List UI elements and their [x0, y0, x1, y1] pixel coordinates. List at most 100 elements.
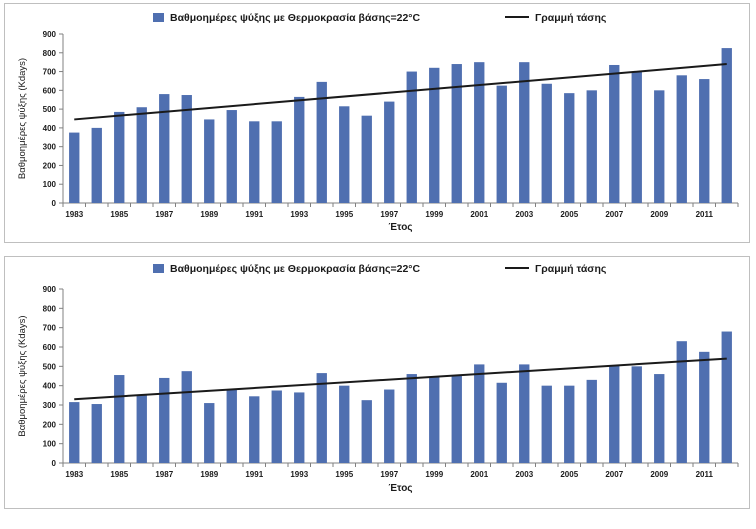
bar-1995 [339, 385, 350, 463]
bar-1987 [159, 94, 170, 203]
x-tick-label: 1985 [110, 210, 128, 219]
y-axis-title: Βαθμοημέρες ψύξης (Kdays) [17, 315, 28, 436]
bar-2002 [496, 382, 507, 463]
bar-1999 [429, 376, 440, 463]
bar-2003 [519, 62, 530, 203]
x-tick-label: 1997 [380, 470, 398, 479]
x-tick-label: 1991 [245, 470, 263, 479]
legend-bar-swatch [153, 264, 164, 273]
bar-1997 [384, 389, 395, 463]
y-tick-label: 400 [43, 382, 57, 391]
y-tick-label: 700 [43, 68, 57, 77]
y-tick-label: 200 [43, 420, 57, 429]
bar-2005 [564, 93, 575, 203]
bar-1984 [91, 127, 102, 203]
bar-1985 [114, 375, 125, 463]
x-tick-label: 2001 [470, 210, 488, 219]
y-tick-label: 800 [43, 304, 57, 313]
bar-2006 [586, 90, 597, 203]
bar-1992 [271, 121, 282, 203]
legend-line-label: Γραμμή τάσης [535, 12, 607, 24]
x-tick-label: 2005 [560, 470, 578, 479]
bar-1990 [226, 389, 237, 463]
y-tick-label: 0 [52, 459, 57, 468]
x-tick-label: 2007 [605, 470, 623, 479]
chart-panel-top: Βαθμοημέρες ψύξης με Θερμοκρασία βάσης=2… [4, 3, 750, 243]
bar-1985 [114, 111, 125, 203]
y-tick-label: 100 [43, 180, 57, 189]
cooling-degree-days-chart-bottom: Βαθμοημέρες ψύξης με Θερμοκρασία βάσης=2… [17, 263, 739, 494]
bar-1988 [181, 371, 192, 463]
bar-2008 [631, 366, 642, 463]
legend-bar-label: Βαθμοημέρες ψύξης με Θερμοκρασία βάσης=2… [170, 12, 420, 24]
bar-2010 [676, 341, 687, 463]
bar-1991 [249, 121, 260, 203]
bar-1996 [361, 400, 372, 463]
bar-2009 [654, 374, 665, 463]
bar-2007 [609, 64, 620, 203]
x-tick-label: 1997 [380, 210, 398, 219]
bar-1987 [159, 377, 170, 463]
x-tick-label: 1991 [245, 210, 263, 219]
x-tick-label: 1999 [425, 470, 443, 479]
legend-line-label: Γραμμή τάσης [535, 263, 607, 275]
x-tick-label: 1985 [110, 470, 128, 479]
y-tick-label: 100 [43, 440, 57, 449]
bar-1994 [316, 81, 327, 203]
x-tick-label: 1989 [200, 210, 218, 219]
x-tick-label: 2011 [696, 210, 714, 219]
x-tick-label: 1989 [200, 470, 218, 479]
y-tick-label: 0 [52, 199, 57, 208]
bar-1999 [429, 67, 440, 203]
bar-2010 [676, 75, 687, 203]
bar-1998 [406, 71, 417, 203]
bar-2002 [496, 85, 507, 203]
x-tick-label: 1987 [155, 210, 173, 219]
x-axis-title: Έτος [388, 483, 412, 494]
cooling-degree-days-chart-top: Βαθμοημέρες ψύξης με Θερμοκρασία βάσης=2… [17, 12, 739, 233]
bar-1986 [136, 395, 147, 463]
bar-1993 [294, 392, 305, 463]
bar-2001 [474, 62, 485, 203]
y-tick-label: 200 [43, 161, 57, 170]
bar-2005 [564, 385, 575, 463]
bar-1989 [204, 119, 215, 203]
bar-2006 [586, 379, 597, 463]
x-tick-label: 1983 [65, 470, 83, 479]
x-tick-label: 2009 [650, 210, 668, 219]
y-tick-label: 500 [43, 105, 57, 114]
x-tick-label: 2007 [605, 210, 623, 219]
x-tick-label: 1993 [290, 470, 308, 479]
x-tick-label: 1993 [290, 210, 308, 219]
chart-panel-bottom: Βαθμοημέρες ψύξης με Θερμοκρασία βάσης=2… [4, 256, 750, 509]
y-tick-label: 300 [43, 401, 57, 410]
bar-1983 [69, 402, 80, 463]
legend-bar-label: Βαθμοημέρες ψύξης με Θερμοκρασία βάσης=2… [170, 263, 420, 275]
bar-1983 [69, 132, 80, 203]
bar-1996 [361, 115, 372, 203]
x-tick-label: 1999 [425, 210, 443, 219]
y-tick-label: 500 [43, 362, 57, 371]
legend-bar-swatch [153, 13, 164, 22]
y-tick-label: 400 [43, 124, 57, 133]
x-tick-label: 2011 [696, 470, 714, 479]
bar-2008 [631, 71, 642, 203]
bar-1995 [339, 106, 350, 203]
trend-line [74, 63, 727, 121]
x-tick-label: 1995 [335, 210, 353, 219]
bar-1990 [226, 110, 237, 203]
y-tick-label: 900 [43, 285, 57, 294]
bar-2009 [654, 90, 665, 203]
x-tick-label: 1983 [65, 210, 83, 219]
y-tick-label: 600 [43, 86, 57, 95]
x-tick-label: 1995 [335, 470, 353, 479]
y-tick-label: 300 [43, 143, 57, 152]
bar-2004 [541, 385, 552, 463]
bar-1994 [316, 373, 327, 463]
bar-1991 [249, 396, 260, 463]
bar-2007 [609, 365, 620, 463]
bar-1997 [384, 101, 395, 203]
y-tick-label: 900 [43, 30, 57, 39]
bar-2003 [519, 364, 530, 463]
x-tick-label: 2003 [515, 470, 533, 479]
